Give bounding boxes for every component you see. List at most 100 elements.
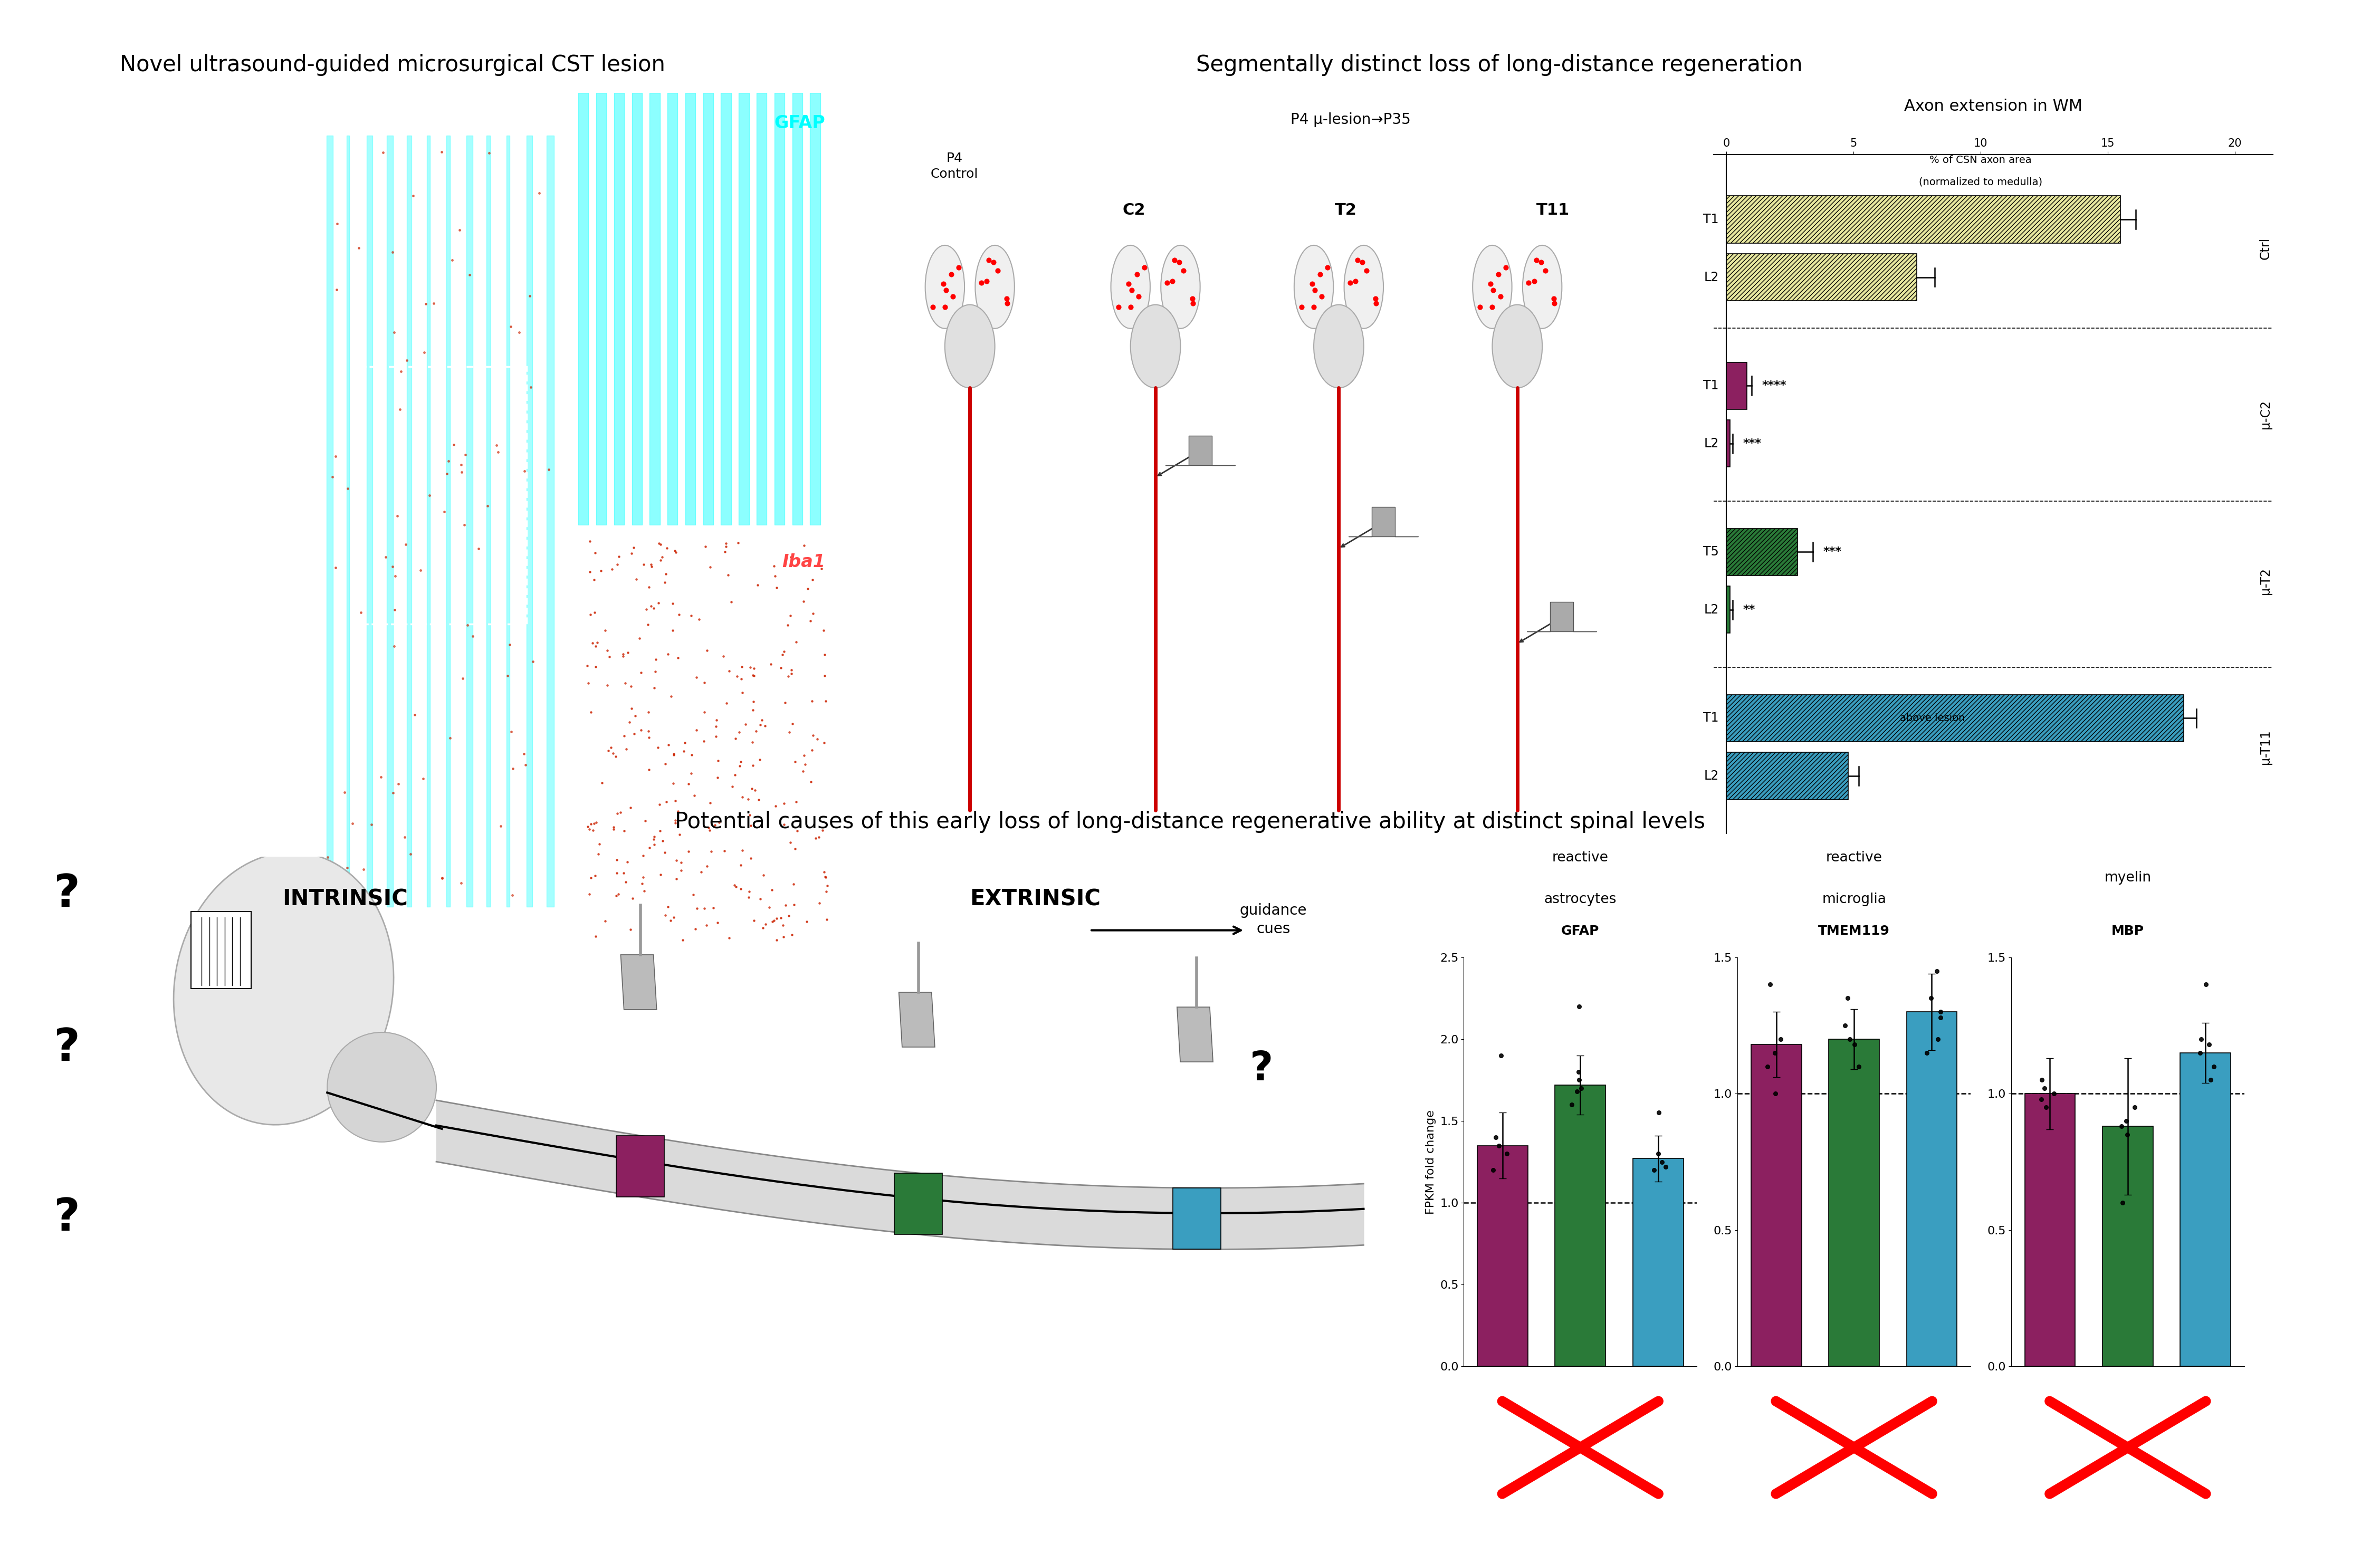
Point xyxy=(807,865,845,889)
Point xyxy=(809,874,847,899)
Point xyxy=(571,817,609,841)
Bar xyxy=(1478,1146,1528,1366)
Point xyxy=(685,896,724,920)
Point xyxy=(576,655,614,679)
Point xyxy=(1357,292,1395,317)
Point xyxy=(731,814,769,838)
Bar xyxy=(1725,587,1730,633)
Point xyxy=(367,545,405,570)
Point xyxy=(1921,1005,1959,1030)
Bar xyxy=(1725,196,2121,242)
Point xyxy=(800,824,838,849)
Point xyxy=(659,821,697,846)
Text: astrocytes: astrocytes xyxy=(1545,892,1616,906)
Point xyxy=(771,831,809,855)
Point xyxy=(393,841,431,866)
Point xyxy=(581,559,619,584)
Text: μ-T11: μ-T11 xyxy=(2259,730,2271,764)
Point xyxy=(645,570,683,594)
Point xyxy=(650,642,688,667)
Point xyxy=(631,574,669,599)
Point xyxy=(631,594,669,619)
Point xyxy=(797,826,835,851)
Point xyxy=(745,916,783,940)
Point xyxy=(647,903,685,928)
Point xyxy=(569,670,607,695)
Point xyxy=(1561,1076,1599,1101)
Point xyxy=(1330,270,1368,295)
Point xyxy=(652,684,690,709)
Point xyxy=(628,699,666,724)
Point xyxy=(595,817,633,841)
Text: above lesion: above lesion xyxy=(1899,713,1966,723)
Point xyxy=(2116,1095,2154,1119)
Point xyxy=(505,459,543,483)
Point xyxy=(431,448,469,472)
Point xyxy=(1526,258,1564,283)
Point xyxy=(635,675,674,699)
Point xyxy=(597,862,635,886)
Text: ?: ? xyxy=(52,1197,81,1240)
Point xyxy=(376,564,414,588)
Point xyxy=(685,534,724,559)
Point xyxy=(714,774,752,798)
Point xyxy=(576,923,614,948)
Point xyxy=(752,652,790,676)
Point xyxy=(478,432,516,457)
Point xyxy=(378,772,416,797)
Bar xyxy=(2025,1093,2075,1366)
Point xyxy=(697,715,735,740)
Point xyxy=(593,557,631,582)
Point xyxy=(626,879,664,903)
Point xyxy=(495,757,533,781)
Point xyxy=(628,596,666,621)
Point xyxy=(514,648,552,673)
Point xyxy=(700,766,738,791)
Text: skin: skin xyxy=(79,116,93,124)
Point xyxy=(386,824,424,849)
Point xyxy=(440,218,478,242)
Point xyxy=(724,667,762,692)
Point xyxy=(795,723,833,747)
Point xyxy=(724,838,762,863)
Point xyxy=(405,340,443,364)
Point xyxy=(978,258,1016,283)
Point xyxy=(340,236,378,261)
Point xyxy=(666,730,704,755)
Point xyxy=(1471,272,1509,296)
Point xyxy=(662,849,700,874)
Point xyxy=(643,548,681,573)
Point xyxy=(793,568,831,593)
Point xyxy=(664,738,702,763)
Point xyxy=(1342,250,1380,275)
Point xyxy=(624,843,662,868)
Point xyxy=(804,730,843,755)
Bar xyxy=(190,911,250,988)
Point xyxy=(681,607,719,631)
Point xyxy=(695,812,733,837)
Point xyxy=(704,644,743,669)
Point xyxy=(593,735,631,760)
Point xyxy=(721,753,759,778)
Point xyxy=(1126,255,1164,279)
Text: T1: T1 xyxy=(1704,712,1718,724)
Text: reactive: reactive xyxy=(1825,851,1883,865)
Point xyxy=(1535,292,1573,317)
Point xyxy=(988,292,1026,317)
Point xyxy=(804,818,843,843)
Point xyxy=(804,618,843,642)
Point xyxy=(731,846,769,871)
Point xyxy=(804,860,843,885)
Point xyxy=(659,798,697,823)
Point xyxy=(707,531,745,556)
Text: Spinal cord: Spinal cord xyxy=(31,400,71,408)
Point xyxy=(724,784,762,809)
Point xyxy=(1909,1041,1947,1065)
Point xyxy=(1552,1092,1590,1116)
Point xyxy=(635,596,674,621)
Point xyxy=(774,658,812,682)
Point xyxy=(807,908,845,933)
Point xyxy=(1100,295,1138,320)
Point xyxy=(2187,973,2225,997)
Point xyxy=(597,801,635,826)
